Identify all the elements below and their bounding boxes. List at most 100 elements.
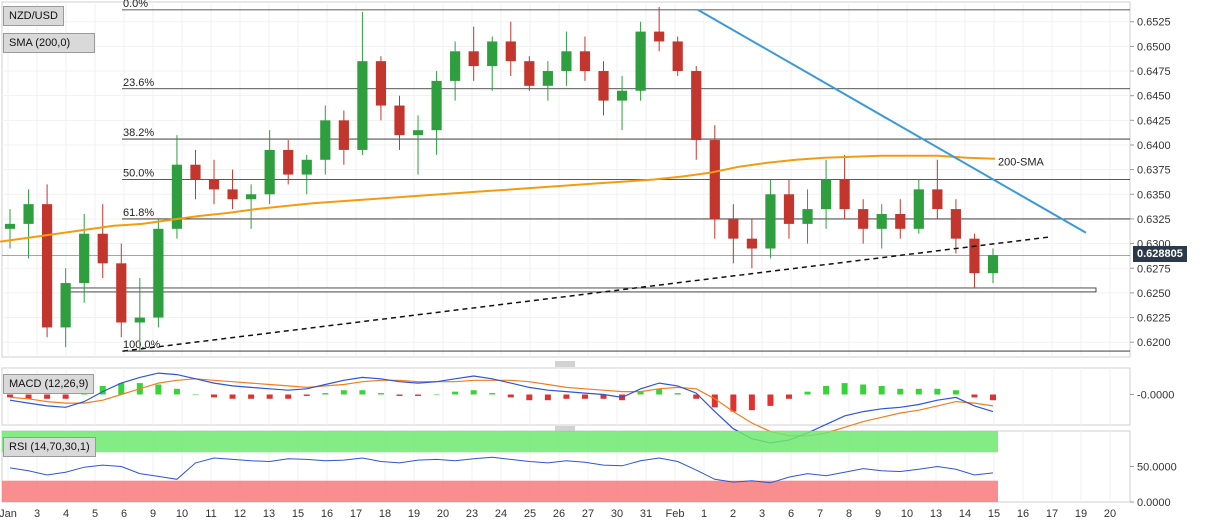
y-tick-label: 0.6525 xyxy=(1137,17,1171,29)
candle-body xyxy=(375,61,387,106)
candle-body xyxy=(338,120,349,150)
y-tick-label: 0.6375 xyxy=(1137,165,1171,177)
macd-histogram-bar xyxy=(489,393,496,395)
candle-body xyxy=(709,140,720,219)
x-tick-label: 3 xyxy=(34,508,40,520)
candle-body xyxy=(450,51,461,81)
candle-body xyxy=(913,189,924,229)
macd-histogram-bar xyxy=(192,394,199,395)
candle-body xyxy=(932,189,943,210)
x-tick-label: 10 xyxy=(176,508,188,520)
x-tick-label: Jan xyxy=(0,508,17,520)
y-tick-label: 0.6500 xyxy=(1137,41,1171,53)
x-tick-label: 18 xyxy=(379,508,391,520)
fib-level-label: 61.8% xyxy=(123,207,154,219)
candle-body xyxy=(4,223,16,229)
x-tick-label: 16 xyxy=(321,508,333,520)
macd-histogram-bar xyxy=(359,390,366,395)
fib-level-label: 23.6% xyxy=(123,77,154,89)
candle-body xyxy=(227,189,238,200)
x-tick-label: 20 xyxy=(437,508,449,520)
candle-body xyxy=(320,120,331,160)
macd-histogram-bar xyxy=(377,393,384,395)
macd-histogram-bar xyxy=(952,390,959,395)
candle-body xyxy=(598,71,609,101)
candle-body xyxy=(468,51,479,67)
x-tick-label: 9 xyxy=(150,508,156,520)
macd-line xyxy=(9,372,994,444)
macd-histogram-bar xyxy=(322,393,329,395)
x-tick-label: 2 xyxy=(730,508,736,520)
x-tick-label: 13 xyxy=(930,508,942,520)
macd-histogram-bar xyxy=(266,394,273,399)
sma-indicator-badge[interactable]: SMA (200,0) xyxy=(3,33,95,53)
macd-histogram-bar xyxy=(656,388,663,395)
macd-histogram-bar xyxy=(118,383,125,395)
macd-histogram-bar xyxy=(785,394,792,399)
rsi-line xyxy=(9,456,994,484)
candle-body xyxy=(79,233,90,284)
rsi-overbought-band xyxy=(2,431,998,453)
symbol-badge[interactable]: NZD/USD xyxy=(3,6,64,26)
candle-body xyxy=(487,41,498,67)
candle-body xyxy=(691,71,702,141)
rsi-oversold-band xyxy=(2,480,998,502)
x-tick-label: 1 xyxy=(701,508,707,520)
macd-histogram-bar xyxy=(730,394,737,412)
candle-body xyxy=(153,228,164,318)
x-tick-label: 15 xyxy=(292,508,304,520)
macd-histogram-bar xyxy=(544,394,551,401)
macd-histogram-bar xyxy=(62,394,69,399)
x-tick-label: 4 xyxy=(63,508,69,520)
candle-body xyxy=(820,179,832,210)
macd-y-label: -0.0000 xyxy=(1137,390,1174,402)
candle-body xyxy=(283,149,294,175)
macd-histogram-bar xyxy=(229,394,236,399)
x-tick-label: 10 xyxy=(901,508,913,520)
y-tick-label: 0.6475 xyxy=(1137,66,1171,78)
candle-body xyxy=(783,194,795,224)
macd-histogram-bar xyxy=(767,394,774,406)
macd-histogram-bar xyxy=(600,394,607,399)
macd-indicator-badge[interactable]: MACD (12,26,9) xyxy=(3,374,95,394)
candle-body xyxy=(765,194,776,249)
x-tick-label: 17 xyxy=(1046,508,1058,520)
x-tick-label: 17 xyxy=(350,508,362,520)
candle-body xyxy=(672,41,683,72)
y-tick-label: 0.6400 xyxy=(1137,140,1171,152)
x-tick-label: 20 xyxy=(1104,508,1116,520)
macd-histogram-bar xyxy=(823,385,830,395)
x-tick-label: 14 xyxy=(959,508,971,520)
candle-body xyxy=(839,179,850,210)
x-tick-label: 15 xyxy=(988,508,1000,520)
candle-body xyxy=(654,31,665,42)
x-tick-label: 25 xyxy=(524,508,536,520)
macd-histogram-bar xyxy=(155,384,162,395)
macd-histogram-bar xyxy=(711,394,718,408)
x-tick-label: 16 xyxy=(1017,508,1029,520)
macd-histogram-bar xyxy=(915,388,922,395)
macd-histogram-bar xyxy=(303,394,310,396)
x-tick-label: 6 xyxy=(121,508,127,520)
resistance-trendline xyxy=(697,9,1087,234)
macd-histogram-bar xyxy=(674,393,681,395)
candle-body xyxy=(616,90,628,101)
y-tick-label: 0.6325 xyxy=(1137,214,1171,226)
y-tick-label: 0.6200 xyxy=(1137,337,1171,349)
support-zone xyxy=(67,287,1097,293)
support-trendline xyxy=(122,235,1053,352)
macd-histogram-bar xyxy=(637,391,644,395)
x-tick-label: 30 xyxy=(611,508,623,520)
macd-histogram-bar xyxy=(99,385,106,395)
candle-body xyxy=(97,233,108,264)
candle-body xyxy=(23,204,34,224)
candle-body xyxy=(542,71,553,86)
candle-body xyxy=(728,218,739,239)
candle-body xyxy=(264,149,275,195)
macd-histogram-bar xyxy=(804,391,811,395)
rsi-indicator-badge[interactable]: RSI (14,70,30,1) xyxy=(3,437,96,457)
macd-histogram-bar xyxy=(841,383,848,395)
candle-body xyxy=(579,51,591,72)
candle-body xyxy=(987,255,999,274)
